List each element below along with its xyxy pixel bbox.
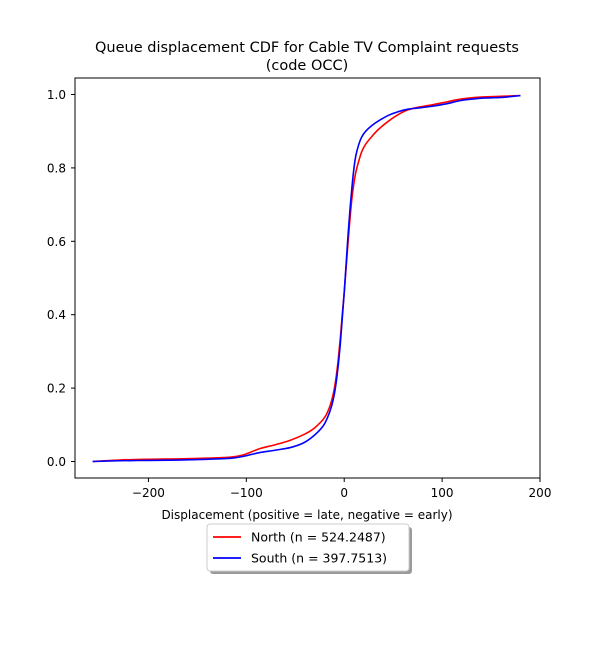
y-tick-label: 0.6 [47, 235, 66, 249]
x-axis-ticks: −200 −100 0 100 200 [132, 478, 552, 500]
series-line-south [92, 94, 521, 463]
x-tick-label: 100 [431, 486, 454, 500]
legend-label-south: South (n = 397.7513) [251, 551, 387, 566]
plot-frame [74, 77, 541, 479]
plot-area [75, 78, 540, 478]
y-tick-label: 1.0 [47, 88, 66, 102]
x-tick-label: 200 [529, 486, 552, 500]
x-axis-label: Displacement (positive = late, negative … [161, 508, 452, 522]
legend-label-north: North (n = 524.2487) [251, 530, 386, 545]
y-tick-label: 0.8 [47, 161, 66, 175]
y-axis-ticks: 0.0 0.2 0.4 0.6 0.8 1.0 [47, 88, 75, 469]
chart-title-line-1: Queue displacement CDF for Cable TV Comp… [95, 40, 519, 56]
x-tick-label: −100 [230, 486, 263, 500]
series-lines [92, 94, 521, 463]
chart-title-line-2: (code OCC) [266, 58, 349, 74]
y-tick-label: 0.2 [47, 382, 66, 396]
y-tick-label: 0.4 [47, 308, 66, 322]
x-tick-label: −200 [132, 486, 165, 500]
legend: North (n = 524.2487) South (n = 397.7513… [206, 523, 412, 574]
x-tick-label: 0 [340, 486, 348, 500]
y-tick-label: 0.0 [47, 455, 66, 469]
legend-box [206, 523, 410, 572]
